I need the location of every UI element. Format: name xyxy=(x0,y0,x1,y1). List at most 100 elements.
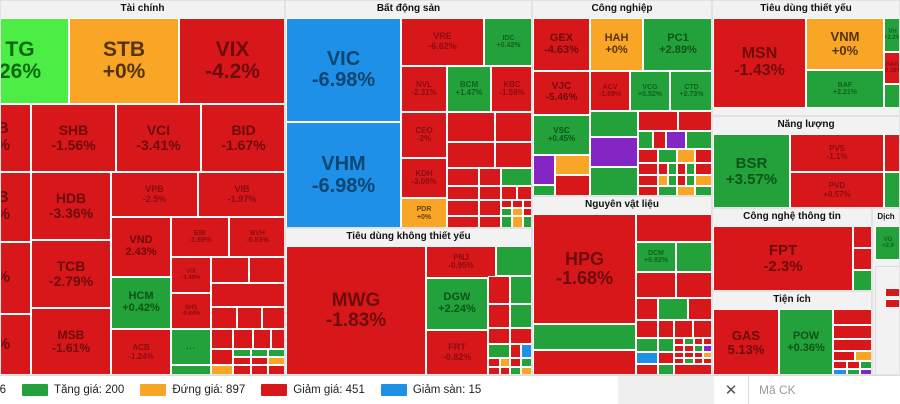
tile-small[interactable] xyxy=(211,329,233,349)
tile-dots[interactable]: MWG xyxy=(496,246,531,276)
tile-vci[interactable]: VCI -3.41% xyxy=(116,104,201,172)
tile-small[interactable] xyxy=(686,131,711,149)
tile-small[interactable] xyxy=(658,338,674,352)
tile-small[interactable] xyxy=(860,369,871,374)
tile-small[interactable] xyxy=(512,208,523,216)
tile-small[interactable] xyxy=(638,186,658,195)
tile-kdh[interactable]: KDH -3.08% xyxy=(401,158,447,198)
tile-small[interactable] xyxy=(510,358,521,367)
tile-small[interactable] xyxy=(523,200,531,208)
tile-small[interactable] xyxy=(636,320,658,338)
tile-small[interactable] xyxy=(555,175,590,195)
tile-small[interactable] xyxy=(658,163,668,175)
tile-small[interactable] xyxy=(271,329,284,349)
tile-small[interactable] xyxy=(638,149,658,163)
tile-frt[interactable]: FRT -0.82% xyxy=(426,330,488,374)
tile-small[interactable] xyxy=(653,131,666,149)
tile-small[interactable] xyxy=(521,358,531,367)
tile-small[interactable] xyxy=(684,345,694,352)
tile-small[interactable] xyxy=(833,325,871,339)
tile-vnm[interactable]: VNM +0% xyxy=(806,18,884,70)
tile-small[interactable] xyxy=(262,307,284,329)
tile-vhc[interactable]: VH +2.2% xyxy=(884,18,899,52)
tile-vsc[interactable]: VSC +0.45% xyxy=(533,115,590,155)
tile-bvh[interactable]: BVH -0.53% xyxy=(229,217,284,257)
tile-small[interactable] xyxy=(211,283,284,307)
tile-small[interactable] xyxy=(251,365,268,374)
tile-small[interactable] xyxy=(268,357,284,365)
tile-small[interactable] xyxy=(501,200,512,208)
tile-small[interactable] xyxy=(500,367,510,374)
tile-small[interactable] xyxy=(501,216,512,227)
tile-small[interactable] xyxy=(249,257,284,283)
tile-vnd[interactable]: VND 2.43% xyxy=(111,217,171,277)
tile-small[interactable] xyxy=(521,344,531,358)
tile-small[interactable] xyxy=(853,226,871,248)
tile-small[interactable] xyxy=(488,328,510,344)
tile-bid[interactable]: BID -1.67% xyxy=(201,104,284,172)
tile-small[interactable] xyxy=(500,358,510,367)
tile-shb[interactable]: SHB -1.56% xyxy=(31,104,116,172)
tile-small[interactable] xyxy=(658,352,674,364)
tile-small[interactable] xyxy=(501,186,517,200)
tile-small[interactable] xyxy=(510,276,531,304)
tile-small[interactable] xyxy=(678,111,711,131)
tile-vic[interactable]: VIC -6.98% xyxy=(286,18,401,122)
tile-small[interactable] xyxy=(884,172,899,207)
close-icon[interactable]: ✕ xyxy=(714,375,748,404)
tile-small[interactable] xyxy=(510,344,521,358)
tile-dcm[interactable]: DCM +0.92% xyxy=(636,242,676,272)
tile-small[interactable] xyxy=(555,155,590,175)
tile-pvd[interactable]: PVD +0.57% xyxy=(790,172,884,207)
tile-vcg[interactable]: VCG +0.52% xyxy=(630,71,670,111)
tile-pnj[interactable]: PNJ -0.95% xyxy=(426,246,496,278)
tile-pc1[interactable]: PC1 +2.89% xyxy=(643,18,711,71)
tile-small[interactable] xyxy=(686,175,695,186)
tile-small[interactable] xyxy=(674,352,684,358)
tile-small[interactable] xyxy=(636,352,658,364)
tile-small[interactable] xyxy=(684,338,694,345)
tile-small[interactable] xyxy=(636,364,658,374)
tile-msb[interactable]: MSB -1.61% xyxy=(31,308,111,374)
tile-small[interactable] xyxy=(694,345,703,352)
tile-small[interactable] xyxy=(833,309,871,325)
tile-vre[interactable]: VRE -6.62% xyxy=(401,18,484,66)
tile-small[interactable] xyxy=(523,216,531,227)
tile-dots-purple[interactable]: MWG xyxy=(590,137,638,167)
tile-small[interactable] xyxy=(211,365,233,374)
tile-kbc[interactable]: KBC -1.58% xyxy=(491,66,531,112)
tile-small[interactable] xyxy=(658,149,677,163)
tile-small[interactable] xyxy=(233,329,253,349)
tile-small[interactable] xyxy=(638,163,658,175)
tile-small[interactable] xyxy=(885,288,899,297)
tile-small[interactable] xyxy=(694,358,703,364)
tile-small[interactable] xyxy=(703,338,711,345)
tile-idc[interactable]: IDC +0.42% xyxy=(484,18,531,66)
tile-small[interactable] xyxy=(495,112,531,142)
tile-small[interactable] xyxy=(677,186,695,195)
tile-small[interactable] xyxy=(677,163,686,175)
tile-small[interactable] xyxy=(479,168,501,186)
tile-small[interactable] xyxy=(674,320,693,338)
tile-small[interactable] xyxy=(479,200,501,216)
tile-small[interactable] xyxy=(636,298,658,320)
tile-nvl[interactable]: NVL -2.31% xyxy=(401,66,447,112)
tile-small[interactable] xyxy=(703,352,711,358)
tile-small[interactable] xyxy=(501,208,512,216)
tile-small[interactable] xyxy=(211,307,237,329)
tile-small[interactable] xyxy=(211,257,249,283)
tile-dots[interactable]: MWG xyxy=(590,167,638,195)
tile-small[interactable] xyxy=(677,175,686,186)
tile-mwg[interactable]: MWG -1.83% xyxy=(286,246,426,374)
tile-pdr[interactable]: PDR +0% xyxy=(401,198,447,227)
tile-vix[interactable]: VIX -4.2% xyxy=(179,18,284,104)
tile-small[interactable] xyxy=(447,200,479,216)
tile-small[interactable] xyxy=(658,364,674,374)
tile-small[interactable] xyxy=(695,186,711,195)
tile-small[interactable] xyxy=(237,307,262,329)
tile-small[interactable] xyxy=(658,320,674,338)
tile-small[interactable] xyxy=(447,186,479,200)
tile-acb[interactable]: ACB -1.24% xyxy=(111,329,171,374)
tile-stb[interactable]: STB +0% xyxy=(69,18,179,104)
tile-hcm[interactable]: HCM +0.42% xyxy=(111,277,171,329)
